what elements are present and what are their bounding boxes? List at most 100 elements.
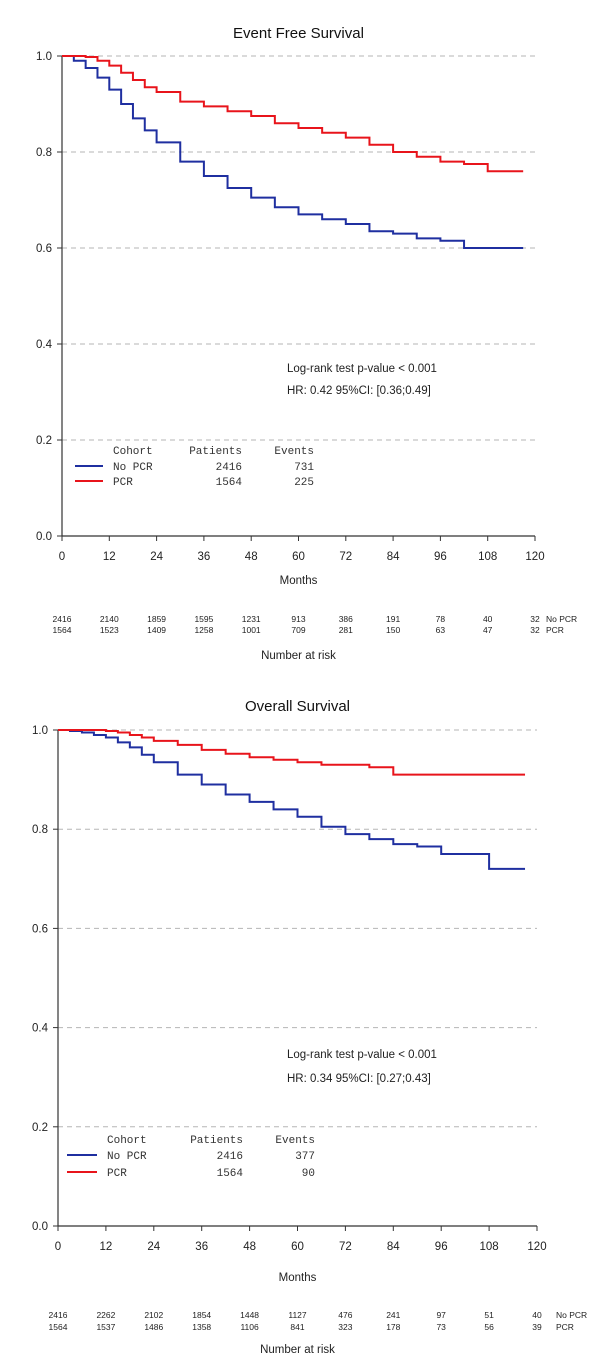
risk-value: 2102: [144, 1310, 163, 1320]
risk-value: 2140: [100, 614, 119, 624]
x-tick-label: 60: [291, 1241, 304, 1253]
risk-value: 709: [291, 625, 305, 635]
event-free-survival-panel: Event Free Survival 0.0 0.2 0.4 0.6 0.8 1.0 0 12…: [0, 0, 600, 675]
risk-value: 40: [483, 614, 493, 624]
risk-value: 1358: [192, 1322, 211, 1332]
risk-value: 841: [290, 1322, 304, 1332]
risk-table-label: Number at risk: [261, 650, 336, 662]
risk-value: 241: [386, 1310, 400, 1320]
risk-row-name: No PCR: [546, 614, 577, 624]
risk-value: 1537: [96, 1322, 115, 1332]
legend-cohort: PCR: [113, 477, 133, 489]
risk-value: 1564: [49, 1322, 68, 1332]
y-tick-label: 0.4: [32, 1023, 49, 1035]
x-tick-label: 0: [55, 1241, 61, 1253]
risk-value: 63: [436, 625, 446, 635]
x-tick-label: 24: [147, 1241, 160, 1253]
risk-value: 1564: [53, 625, 72, 635]
risk-value: 913: [291, 614, 305, 624]
risk-value: 150: [386, 625, 400, 635]
series-line-no-pcr: [62, 55, 524, 249]
x-axis-label: Months: [280, 575, 318, 587]
x-tick-label: 96: [435, 1241, 448, 1253]
risk-value: 1001: [242, 625, 261, 635]
risk-value: 2416: [49, 1310, 68, 1320]
x-axis-label: Months: [279, 1272, 317, 1284]
risk-value: 1448: [240, 1310, 259, 1320]
x-tick-label: 72: [339, 1241, 352, 1253]
legend-header-events: Events: [275, 1135, 315, 1147]
x-tick-label: 12: [103, 551, 116, 563]
risk-row-name: PCR: [546, 625, 564, 635]
x-tick-label: 48: [245, 551, 258, 563]
log-rank-annotation: Log-rank test p-value < 0.001: [287, 363, 437, 375]
risk-value: 1854: [192, 1310, 211, 1320]
risk-value: 191: [386, 614, 400, 624]
risk-value: 56: [484, 1322, 494, 1332]
chart-title: Overall Survival: [245, 698, 350, 715]
risk-value: 2262: [96, 1310, 115, 1320]
x-tick-label: 0: [59, 551, 65, 563]
risk-row-name: PCR: [556, 1322, 574, 1332]
x-tick-label: 60: [292, 551, 305, 563]
y-tick-label: 1.0: [32, 725, 48, 737]
legend-patients: 2416: [216, 462, 242, 474]
legend-patients: 1564: [217, 1168, 244, 1180]
risk-value: 32: [530, 625, 540, 635]
x-tick-label: 12: [100, 1241, 113, 1253]
risk-value: 1859: [147, 614, 166, 624]
legend-patients: 1564: [216, 477, 243, 489]
risk-value: 32: [530, 614, 540, 624]
chart-title: Event Free Survival: [233, 25, 364, 42]
overall-survival-panel: Overall Survival 0.0 0.2 0.4 0.6 0.8 1.0 0 12 24 3…: [0, 690, 600, 1371]
risk-value: 281: [339, 625, 353, 635]
risk-value: 1106: [240, 1322, 259, 1332]
y-tick-label: 0.6: [32, 923, 48, 935]
y-tick-label: 0.0: [36, 531, 52, 543]
legend-patients: 2416: [217, 1151, 243, 1163]
risk-value: 39: [532, 1322, 542, 1332]
risk-value: 51: [484, 1310, 494, 1320]
risk-value: 1523: [100, 625, 119, 635]
x-tick-label: 36: [195, 1241, 208, 1253]
risk-table-label: Number at risk: [260, 1344, 335, 1356]
legend-header-patients: Patients: [189, 446, 242, 458]
y-tick-label: 0.4: [36, 339, 53, 351]
x-tick-label: 36: [198, 551, 211, 563]
risk-value: 47: [483, 625, 493, 635]
y-tick-label: 0.8: [32, 824, 48, 836]
series-line-no-pcr: [58, 729, 526, 870]
x-tick-label: 96: [434, 551, 447, 563]
log-rank-annotation: Log-rank test p-value < 0.001: [287, 1049, 437, 1061]
legend-header-events: Events: [274, 446, 314, 458]
x-tick-label: 24: [150, 551, 163, 563]
risk-value: 1127: [288, 1310, 307, 1320]
x-tick-label: 72: [339, 551, 352, 563]
legend-events: 731: [294, 462, 314, 474]
x-tick-label: 84: [387, 551, 400, 563]
risk-value: 1409: [147, 625, 166, 635]
hazard-ratio-annotation: HR: 0.34 95%CI: [0.27;0.43]: [287, 1073, 431, 1085]
x-tick-label: 48: [243, 1241, 256, 1253]
x-tick-label: 84: [387, 1241, 400, 1253]
y-tick-label: 1.0: [36, 51, 52, 63]
legend-events: 225: [294, 477, 314, 489]
risk-value: 2416: [53, 614, 72, 624]
overall-survival-chart: Overall Survival 0.0 0.2 0.4 0.6 0.8 1.0 0 12 24 3…: [32, 698, 587, 1356]
legend-header-cohort: Cohort: [107, 1135, 147, 1147]
y-tick-label: 0.2: [32, 1122, 48, 1134]
x-tick-label: 120: [527, 1241, 546, 1253]
legend-cohort: No PCR: [113, 462, 153, 474]
y-tick-label: 0.6: [36, 243, 52, 255]
risk-value: 323: [338, 1322, 352, 1332]
risk-value: 1486: [144, 1322, 163, 1332]
risk-value: 40: [532, 1310, 542, 1320]
legend-header-patients: Patients: [190, 1135, 243, 1147]
risk-value: 97: [436, 1310, 446, 1320]
x-tick-label: 108: [480, 1241, 499, 1253]
series-line-pcr: [58, 729, 526, 776]
y-tick-label: 0.0: [32, 1221, 48, 1233]
risk-value: 1258: [194, 625, 213, 635]
legend-header-cohort: Cohort: [113, 446, 153, 458]
